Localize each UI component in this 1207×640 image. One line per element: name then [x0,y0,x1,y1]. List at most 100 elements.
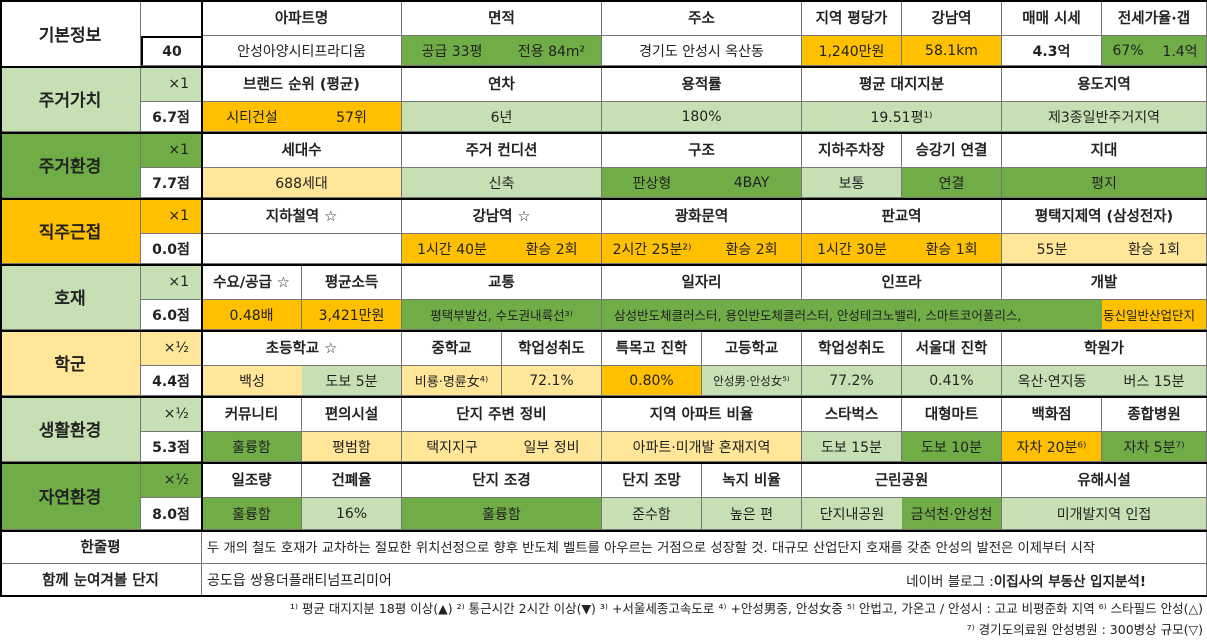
surroundings-type-value: 택지지구 [402,432,502,462]
header-land-share: 평균 대지지분 [802,66,1002,102]
summary-text: 두 개의 철도 호재가 교차하는 절묘한 위치선정으로 향후 반도체 벨트를 아… [202,530,1207,564]
exclusive-area-value: 전용 84m² [502,36,602,66]
special-high-value: 0.80% [602,366,702,396]
column-divider [201,0,203,530]
header-hazards: 유해시설 [1002,462,1207,498]
header-gwanghwamun-commute: 광화문역 [602,198,802,234]
header-middle-school: 중학교 [402,330,502,366]
jobs-infra-value: 삼성반도체클러스터, 용인반도체클러스터, 안성테크노밸리, 스마트코어폴리스, [602,300,1102,330]
view-value: 준수함 [602,498,702,530]
header-households: 세대수 [202,132,402,168]
header-snu-admission: 서울대 진학 [902,330,1002,366]
sunlight-value: 훌륭함 [202,498,302,530]
section-title-nature-env: 자연환경 [0,462,141,530]
row-divider [0,66,1207,68]
elementary-name-value: 백성 [202,366,302,396]
header-floor-area-ratio: 용적률 [602,66,802,102]
header-subway-station: 지하철역 ☆ [202,198,402,234]
pangyo-transfer-value: 환승 1회 [902,234,1002,264]
redevelopment-value: 동신일반산업단지 [1102,300,1207,330]
section-title-development: 호재 [0,264,141,330]
gangnam-time-value: 1시간 40분 [402,234,502,264]
row-divider [0,595,1207,597]
header-supply-demand: 수요/공급 ☆ [202,264,302,300]
condition-value: 신축 [402,168,602,198]
header-zoning: 용도지역 [1002,66,1207,102]
parking-value: 보통 [802,168,902,198]
header-condition: 주거 컨디션 [402,132,602,168]
pangyo-time-value: 1시간 30분 [802,234,902,264]
related-complex: 공도읍 쌍용더플래티넘프리미어 [202,564,802,596]
commute-score: 0.0점 [141,234,202,264]
header-sale-price: 매매 시세 [1002,0,1102,36]
summary-label: 한줄평 [0,530,202,564]
header-landscaping: 단지 조경 [402,462,602,498]
land-share-value: 19.51평¹⁾ [802,102,1002,132]
row-divider [0,132,1207,134]
row-divider [0,396,1207,398]
header-address: 주소 [602,0,802,36]
community-value: 훌륭함 [202,432,302,462]
school-multiplier: ×½ [141,330,202,366]
park-stream-value: 금석천·안성천 [902,498,1002,530]
section-title-school: 학군 [0,330,141,396]
development-score: 6.0점 [141,300,202,330]
pyeongtaek-time-value: 55분 [1002,234,1102,264]
header-high-achievement: 학업성취도 [802,330,902,366]
row-divider [0,462,1207,464]
structure-bay-value: 4BAY [702,168,802,198]
section-title-commute: 직주근접 [0,198,141,264]
hospital-value: 자차 5분⁷⁾ [1102,432,1207,462]
header-department-store: 백화점 [1002,396,1102,432]
header-view: 단지 조망 [602,462,702,498]
header-infra: 인프라 [802,264,1002,300]
elementary-walk-value: 도보 5분 [302,366,402,396]
park-inner-value: 단지내공원 [802,498,902,530]
blog-prefix: 네이버 블로그 : [906,573,994,590]
brand-name-value: 시티건설 [202,102,302,132]
footnote-line-2: ⁷⁾ 경기도의료원 안성병원 : 300병상 규모(▽) [966,622,1203,637]
header-green-ratio: 녹지 비율 [702,462,802,498]
basic-info-label: 기본정보 [0,0,141,66]
age-value: 6년 [402,102,602,132]
header-structure: 구조 [602,132,802,168]
row-divider [0,530,1207,532]
middle-achievement-value: 72.1% [502,366,602,396]
gwanghwamun-transfer-value: 환승 2회 [702,234,802,264]
apt-ratio-value: 아파트·미개발 혼재지역 [602,432,802,462]
pyeongtaek-transfer-value: 환승 1회 [1102,234,1207,264]
header-region-price: 지역 평당가 [802,0,902,36]
elevator-value: 연결 [902,168,1002,198]
header-park: 근린공원 [802,462,1002,498]
supply-area-value: 공급 33평 [402,36,502,66]
header-apt-name: 아파트명 [202,0,402,36]
academy-bus-value: 버스 15분 [1102,366,1207,396]
header-terrain: 지대 [1002,132,1207,168]
life-env-multiplier: ×½ [141,396,202,432]
region-price-value: 1,240만원 [802,36,902,66]
header-amenities: 편의시설 [302,396,402,432]
header-sunlight: 일조량 [202,462,302,498]
header-transport: 교통 [402,264,602,300]
header-middle-achievement: 학업성취도 [502,330,602,366]
header-apt-ratio: 지역 아파트 비율 [602,396,802,432]
apt-name-value: 안성아양시티프라디움 [202,36,402,66]
department-store-value: 자차 20분⁶⁾ [1002,432,1102,462]
starbucks-value: 도보 15분 [802,432,902,462]
housing-value-multiplier: ×1 [141,66,202,102]
hazards-value: 미개발지역 인접 [1002,498,1207,530]
header-parking: 지하주차장 [802,132,902,168]
middle-school-value: 비룡·명륜女⁴⁾ [402,366,502,396]
header-jeonse-ratio: 전세가율·갭 [1102,0,1207,36]
header-pyeongtaek-commute: 평택지제역 (삼성전자) [1002,198,1207,234]
amenities-value: 평범함 [302,432,402,462]
living-env-score: 7.7점 [141,168,202,198]
header-surroundings: 단지 주변 정비 [402,396,602,432]
commute-multiplier: ×1 [141,198,202,234]
development-multiplier: ×1 [141,264,202,300]
header-mart: 대형마트 [902,396,1002,432]
surroundings-state-value: 일부 정비 [502,432,602,462]
households-value: 688세대 [202,168,402,198]
floor-area-ratio-value: 180% [602,102,802,132]
header-area: 면적 [402,0,602,36]
